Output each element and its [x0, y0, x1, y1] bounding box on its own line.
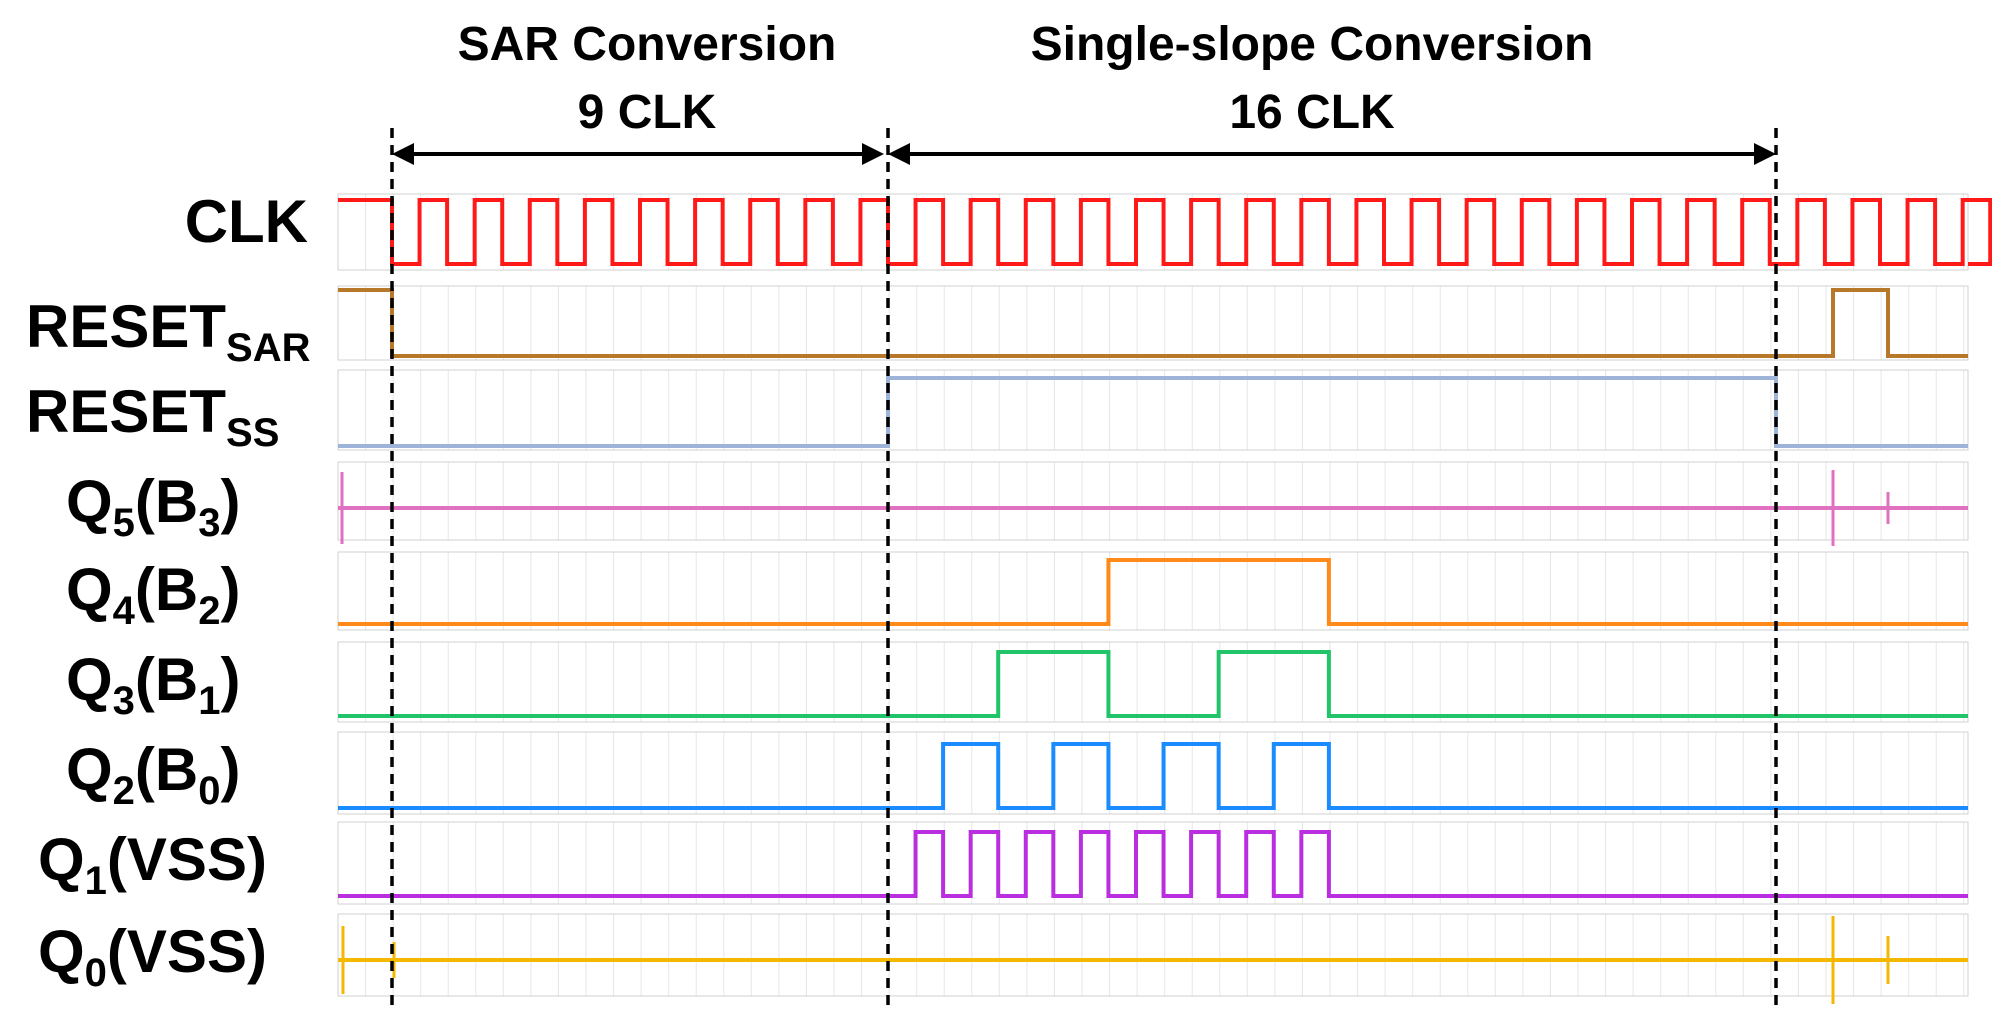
q1-vss-label: Q1(VSS) [38, 826, 267, 903]
q3-trace [337, 641, 1969, 723]
single-slope-arrow-left-head [888, 143, 910, 165]
sar-conversion-title: SAR Conversion [458, 18, 837, 71]
signal-traces [337, 193, 1992, 1004]
q1-trace [337, 821, 1969, 905]
q1-panel-border [337, 821, 1969, 905]
q2-panel [338, 732, 1968, 814]
single-slope-conversion-clock-count: 16 CLK [1229, 86, 1395, 139]
q4-trace [337, 551, 1969, 631]
reset_sar-trace [337, 285, 1969, 361]
reset-ss-label: RESETSS [26, 378, 279, 455]
q0-panel [338, 914, 1968, 996]
q4-b2-label: Q4(B2) [66, 556, 240, 633]
reset_ss-panel-border [337, 369, 1969, 451]
single-slope-arrow-right-head [1754, 143, 1776, 165]
q3-panel [338, 642, 1968, 722]
sar-arrow-right-head [862, 143, 884, 165]
q4-waveform [338, 558, 1968, 626]
q3-waveform [338, 650, 1968, 718]
q4-panel [338, 552, 1968, 630]
clk-panel [338, 194, 1968, 270]
q3-panel-border [337, 641, 1969, 723]
q2-b0-label: Q2(B0) [66, 736, 240, 813]
q5-b3-label: Q5(B3) [66, 468, 240, 545]
q0-vss-label: Q0(VSS) [38, 918, 267, 995]
duration-arrows [392, 143, 1776, 165]
reset_sar-panel-border [337, 285, 1969, 361]
clk-panel-border [337, 193, 1969, 271]
q1-waveform [338, 830, 1968, 898]
q5-trace [337, 461, 1969, 546]
q3-b1-label: Q3(B1) [66, 646, 240, 723]
q2-trace [337, 731, 1969, 815]
q5-panel-border [337, 461, 1969, 541]
sar-arrow-left-head [392, 143, 414, 165]
clk-trace [337, 193, 1992, 271]
q1-panel [338, 822, 1968, 904]
clk-label: CLK [185, 188, 308, 255]
single-slope-conversion-title: Single-slope Conversion [1031, 18, 1594, 71]
reset_ss-trace [337, 369, 1969, 451]
signal-labels: CLK RESETSAR RESETSS Q5(B3) Q4(B2) Q3(B1… [26, 188, 311, 995]
q2-panel-border [337, 731, 1969, 815]
reset_ss-waveform [338, 376, 1968, 448]
phase-boundaries [390, 128, 1778, 1012]
phase-headers: SAR Conversion 9 CLK Single-slope Conver… [458, 18, 1594, 139]
sar-conversion-clock-count: 9 CLK [578, 86, 717, 139]
q0-trace [337, 913, 1969, 1004]
reset-sar-label: RESETSAR [26, 293, 311, 370]
clk-waveform [338, 198, 1992, 266]
q4-panel-border [337, 551, 1969, 631]
q2-waveform [338, 742, 1968, 810]
reset_ss-panel [338, 370, 1968, 450]
q5-panel [338, 462, 1968, 540]
reset_sar-panel [338, 286, 1968, 360]
q0-panel-border [337, 913, 1969, 997]
